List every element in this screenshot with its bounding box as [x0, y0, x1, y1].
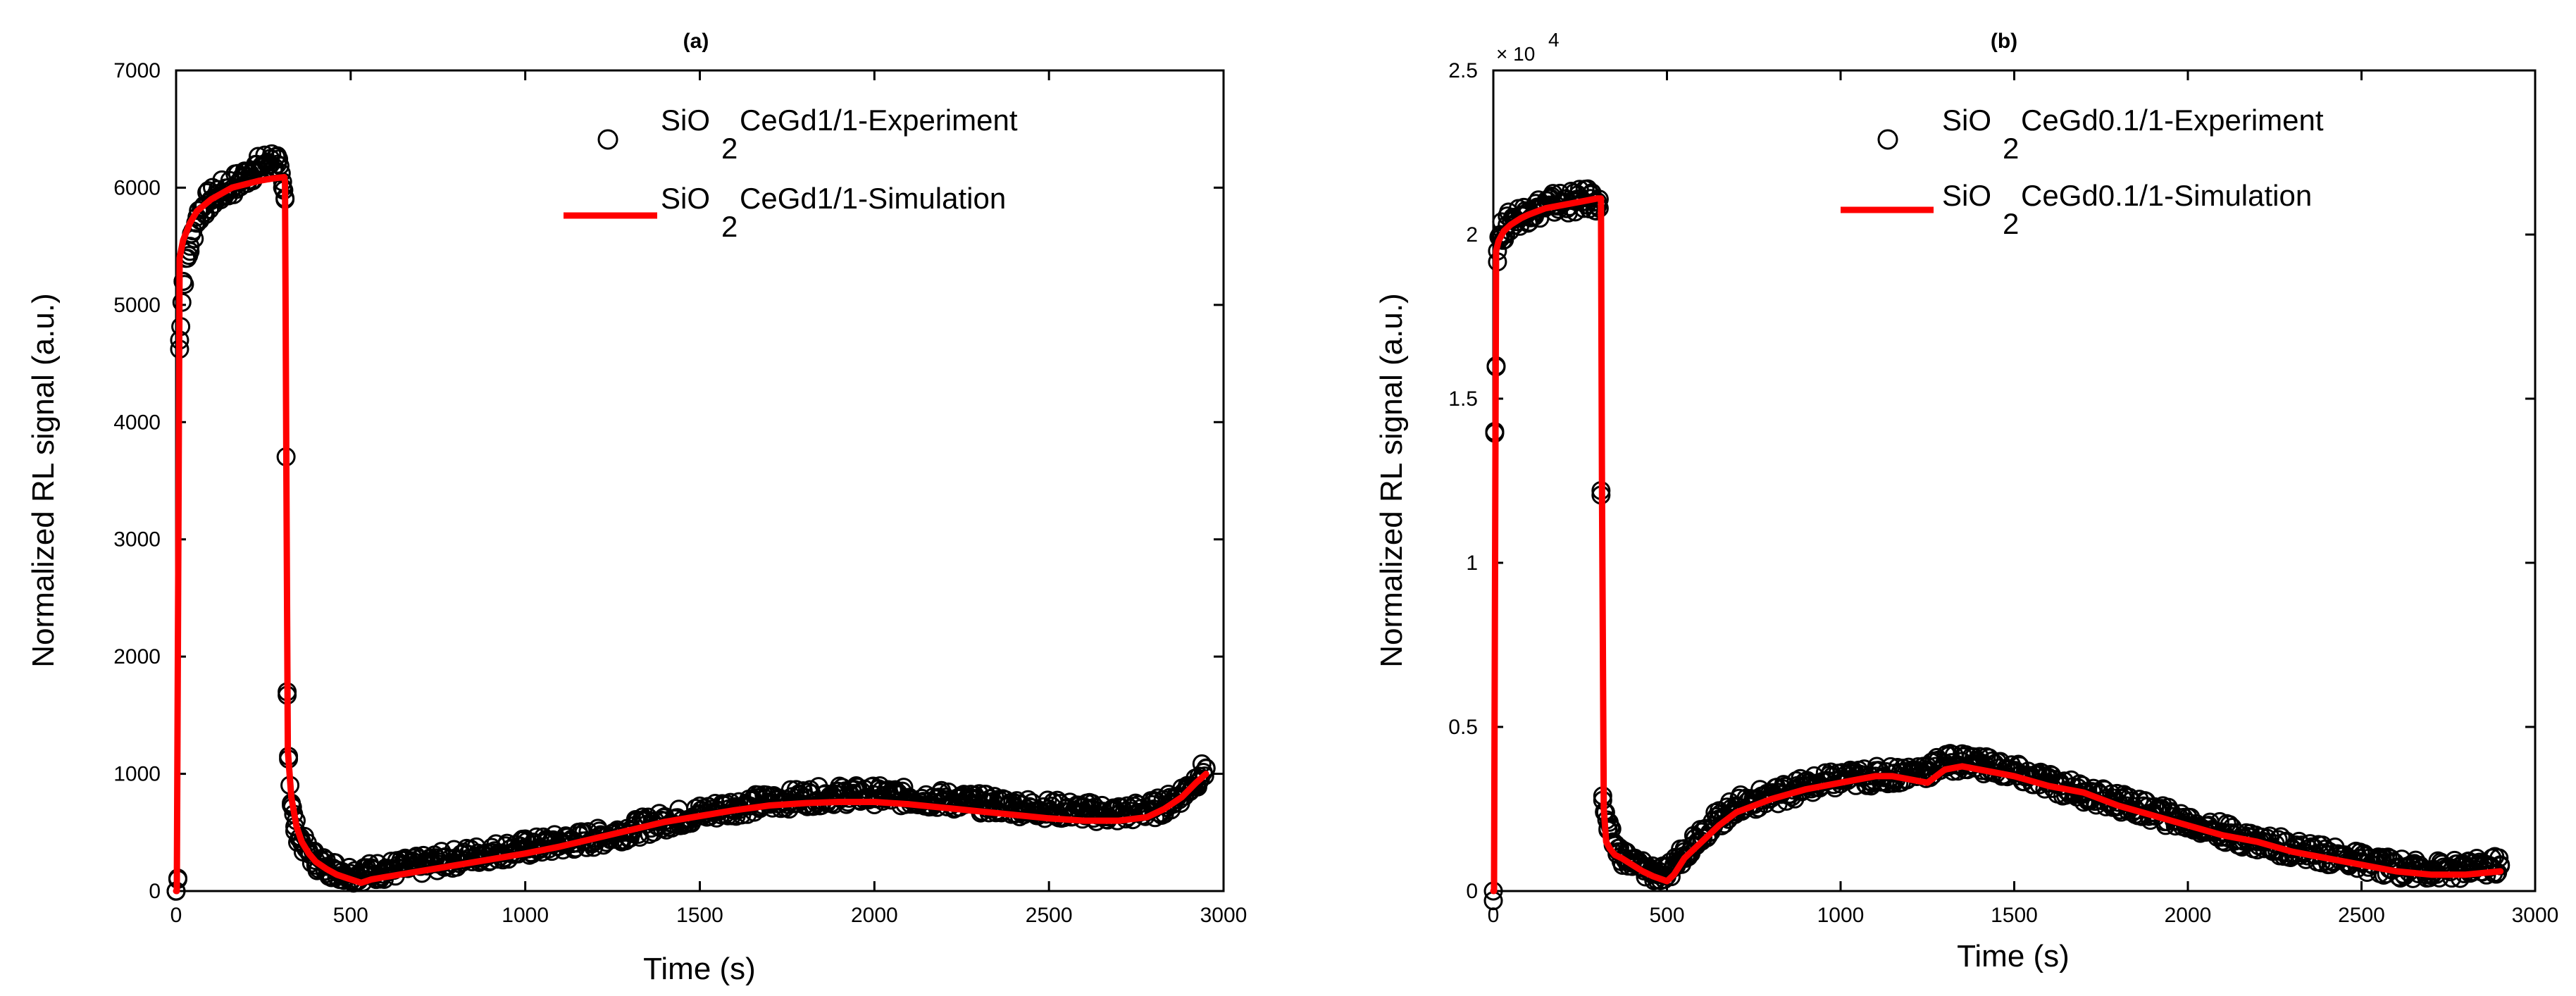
panel-a-x-axis-label: Time (s)	[643, 952, 756, 986]
panel-b: (b) × 10 4 0 0.5 1 1.5 2 2.5 0 500 1000 1500 2000…	[1374, 29, 2558, 973]
panel-a-y-tick-label: 3000	[113, 528, 161, 552]
panel-a-simulation-series	[173, 174, 1209, 895]
panel-b-y-tick-label: 2.5	[1448, 59, 1478, 82]
panel-b-legend-sim-subscript: 2	[2003, 207, 2019, 240]
panel-b-experiment-point	[2456, 860, 2475, 880]
panel-b-title: (b)	[1991, 30, 2017, 53]
panel-b-experiment-point	[2489, 848, 2509, 868]
panel-b-y-tick-label: 0	[1466, 880, 1478, 903]
panel-b-legend-circle-marker	[1877, 129, 1898, 150]
panel-a-legend-sim-prefix: SiO	[661, 182, 710, 215]
panel-a-x-tick-label: 2500	[1026, 904, 1073, 927]
panel-b-legend-sim-prefix: SiO	[1942, 179, 1991, 212]
panel-a-legend-exp-subscript: 2	[721, 132, 738, 165]
panel-b-simulation-line	[1490, 195, 2504, 895]
panel-a-y-tick-label: 2000	[113, 645, 161, 668]
panel-b-legend-exp-prefix: SiO	[1942, 104, 1991, 137]
panel-a-legend-circle-marker	[597, 129, 618, 150]
panel-a-y-tick-label: 7000	[113, 59, 161, 82]
panel-a-x-tick-label: 3000	[1200, 904, 1247, 927]
panel-a-x-tick-label: 1500	[676, 904, 723, 927]
panel-a-y-tick-label: 5000	[113, 294, 161, 317]
panel-a-experiment-point	[268, 154, 287, 174]
panel-b-x-axis-label: Time (s)	[1957, 939, 2070, 973]
panel-b-y-multiplier-exponent: 4	[1548, 29, 1560, 51]
panel-a-y-tick-label: 0	[149, 880, 161, 903]
panel-b-experiment-series	[1483, 179, 2510, 911]
panel-a-experiment-point	[1178, 778, 1198, 798]
panel-b-x-tick-label: 2000	[2165, 904, 2212, 927]
panel-b-legend: SiO 2 CeGd0.1/1-Experiment SiO 2 CeGd0.1…	[1841, 104, 2324, 240]
panel-a-x-tick-label: 2000	[851, 904, 898, 927]
panel-a-legend-exp-prefix: SiO	[661, 104, 710, 137]
panel-a-legend-sim-name: CeGd1/1-Simulation	[740, 182, 1006, 215]
panel-b-legend-sim-name: CeGd0.1/1-Simulation	[2021, 179, 2312, 212]
panel-a-experiment-point	[306, 851, 325, 871]
panel-a-experiment-point	[173, 272, 193, 292]
panel-b-y-tick-label: 1	[1466, 552, 1478, 575]
panel-a: (a) 0 1000 2000 3000 4000 5000 6000 7000 0 500 10…	[26, 30, 1247, 986]
panel-a-title: (a)	[683, 30, 709, 53]
panel-a-experiment-series	[166, 144, 1216, 901]
panel-b-legend-exp-subscript: 2	[2003, 132, 2019, 165]
panel-b-x-tick-label: 1500	[1991, 904, 2038, 927]
panel-a-y-axis-label: Normalized RL signal (a.u.)	[26, 293, 61, 667]
panel-b-experiment-point	[1917, 760, 1937, 780]
panel-a-x-tick-label: 0	[170, 904, 182, 927]
panel-b-experiment-point	[2421, 860, 2441, 880]
panel-b-x-tick-label: 1000	[1817, 904, 1865, 927]
panel-a-y-tick-label: 1000	[113, 763, 161, 786]
panel-b-experiment-point	[2271, 827, 2291, 847]
panel-b-y-axis-label: Normalized RL signal (a.u.)	[1374, 293, 1409, 667]
panel-b-legend-exp-name: CeGd0.1/1-Experiment	[2021, 104, 2324, 137]
panel-a-experiment-point	[243, 160, 263, 180]
panel-a-experiment-point	[1195, 766, 1214, 786]
panel-a-legend: SiO 2 CeGd1/1-Experiment SiO 2 CeGd1/1-S…	[564, 104, 1018, 243]
panel-a-x-ticks: 0 500 1000 1500 2000 2500 3000	[170, 70, 1247, 927]
panel-a-y-ticks: 0 1000 2000 3000 4000 5000 6000 7000	[113, 59, 1224, 903]
panel-a-legend-exp-name: CeGd1/1-Experiment	[740, 104, 1018, 137]
panel-a-legend-sim-subscript: 2	[721, 210, 738, 243]
panel-b-y-tick-label: 2	[1466, 223, 1478, 247]
panel-b-y-tick-label: 1.5	[1448, 387, 1478, 411]
panel-a-x-tick-label: 1000	[502, 904, 549, 927]
panel-b-x-tick-label: 500	[1649, 904, 1684, 927]
panel-a-y-tick-label: 4000	[113, 411, 161, 434]
panel-a-y-tick-label: 6000	[113, 176, 161, 199]
panel-a-experiment-point	[1192, 754, 1212, 773]
panel-b-y-multiplier: × 10	[1496, 43, 1535, 65]
panel-b-x-tick-label: 2500	[2338, 904, 2385, 927]
panel-a-x-tick-label: 500	[333, 904, 368, 927]
panel-b-x-tick-label: 3000	[2512, 904, 2559, 927]
panel-b-y-tick-label: 0.5	[1448, 716, 1478, 739]
panel-b-y-ticks: 0 0.5 1 1.5 2 2.5	[1448, 59, 2535, 903]
panel-a-simulation-line	[173, 174, 1209, 895]
panel-b-simulation-series	[1490, 195, 2504, 895]
panel-b-experiment-point	[1569, 180, 1589, 199]
